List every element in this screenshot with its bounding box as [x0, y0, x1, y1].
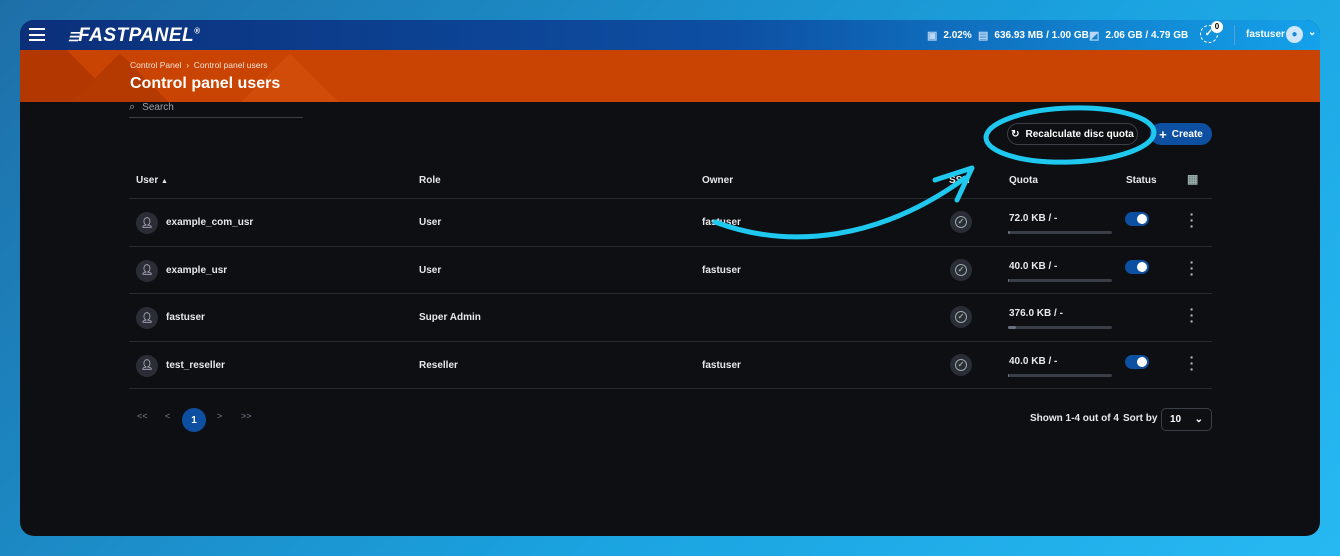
chevron-down-icon[interactable]: ⌄	[1308, 27, 1317, 38]
ssh-check-icon[interactable]: ✓	[950, 353, 972, 376]
next-page-button[interactable]: >	[217, 411, 223, 421]
avatar-icon[interactable]: ●	[1286, 26, 1303, 43]
quota-bar	[1008, 373, 1112, 377]
refresh-icon: ↻	[1011, 128, 1020, 140]
more-options-icon[interactable]: · · ·	[1189, 348, 1195, 377]
disk-stat: ◩ 2.06 GB / 4.79 GB	[1089, 29, 1188, 42]
user-avatar-icon: 👤︎	[136, 307, 158, 329]
sort-asc-icon: ▲	[161, 178, 168, 185]
recalculate-label: Recalculate disc quota	[1025, 128, 1134, 140]
column-owner: Owner	[702, 175, 734, 186]
quota-value: 40.0 KB / -	[1009, 355, 1058, 367]
user-avatar-icon: 👤︎	[136, 212, 158, 234]
columns-settings-icon[interactable]: ▦	[1187, 172, 1199, 186]
create-button[interactable]: + Create	[1150, 123, 1212, 145]
more-options-icon[interactable]: · · ·	[1189, 301, 1195, 329]
table-row: 👤︎ example_com_usr User fastuser ✓ 72.0 …	[129, 199, 1212, 247]
user-name[interactable]: example_usr	[166, 264, 228, 276]
more-options-icon[interactable]: · · ·	[1189, 253, 1195, 282]
user-name[interactable]: fastuser	[1246, 29, 1285, 40]
recalculate-quota-button[interactable]: ↻ Recalculate disc quota	[1007, 123, 1138, 145]
ram-value: 636.93 MB / 1.00 GB	[994, 30, 1089, 41]
status-toggle[interactable]	[1125, 354, 1149, 369]
user-role: User	[419, 217, 442, 228]
search-icon: ⌕	[129, 100, 136, 113]
column-status: Status	[1126, 175, 1157, 186]
column-quota: Quota	[1009, 175, 1038, 186]
quota-bar	[1008, 326, 1112, 329]
divider	[1234, 25, 1235, 45]
cpu-stat: ▣ 2.02%	[927, 29, 972, 42]
status-toggle[interactable]	[1125, 212, 1149, 226]
search-placeholder: Search	[142, 101, 174, 113]
ram-icon: ▤	[978, 30, 989, 42]
plus-icon: +	[1159, 126, 1167, 142]
tasks-badge: 0	[1211, 21, 1223, 33]
disk-value: 2.06 GB / 4.79 GB	[1105, 30, 1189, 41]
user-role: User	[419, 264, 442, 276]
column-role: Role	[419, 175, 441, 186]
user-role: Reseller	[419, 359, 458, 371]
search-input[interactable]: ⌕ Search	[129, 97, 303, 118]
column-ssh: SSH	[949, 175, 970, 186]
cpu-icon: ▣	[927, 30, 938, 42]
logo-text: FASTPANEL	[78, 25, 195, 46]
menu-icon[interactable]	[29, 28, 45, 41]
breadcrumb-current: Control panel users	[193, 60, 268, 70]
user-role: Super Admin	[419, 312, 481, 323]
page-title: Control panel users	[130, 75, 281, 92]
breadcrumb-home[interactable]: Control Panel	[130, 60, 182, 70]
tasks-icon[interactable]: ✓	[1200, 25, 1218, 43]
user-owner: fastuser	[702, 217, 741, 228]
header-divider	[129, 198, 1212, 199]
user-avatar-icon: 👤︎	[136, 354, 158, 377]
ssh-check-icon[interactable]: ✓	[950, 258, 972, 281]
table-row: 👤︎ fastuser Super Admin ✓ 376.0 KB / - ·…	[129, 294, 1212, 342]
status-toggle[interactable]	[1125, 259, 1149, 274]
chevron-down-icon: ⌄	[1194, 414, 1203, 425]
page-header: Control Panel › Control panel users Cont…	[20, 50, 1320, 102]
quota-bar	[1008, 278, 1112, 282]
last-page-button[interactable]: >>	[241, 411, 252, 421]
create-label: Create	[1171, 128, 1203, 140]
user-name[interactable]: test_reseller	[166, 359, 225, 371]
quota-value: 376.0 KB / -	[1009, 308, 1063, 319]
prev-page-button[interactable]: <	[165, 411, 171, 421]
ssh-check-icon[interactable]: ✓	[950, 211, 972, 233]
breadcrumb: Control Panel › Control panel users	[130, 60, 268, 70]
app-window: ☰ FASTPANEL® ▣ 2.02% ▤ 636.93 MB / 1.00 GB…	[20, 20, 1320, 536]
quota-value: 72.0 KB / -	[1009, 213, 1058, 224]
column-user[interactable]: User ▲	[136, 175, 168, 186]
user-owner: fastuser	[702, 359, 741, 371]
table-row: 👤︎ test_reseller Reseller fastuser ✓ 40.…	[129, 342, 1212, 389]
page-size-value: 10	[1170, 414, 1182, 425]
first-page-button[interactable]: <<	[137, 411, 148, 421]
quota-value: 40.0 KB / -	[1009, 260, 1058, 272]
more-options-icon[interactable]: · · ·	[1189, 206, 1195, 234]
cpu-value: 2.02%	[943, 30, 972, 41]
top-bar: ☰ FASTPANEL® ▣ 2.02% ▤ 636.93 MB / 1.00 GB…	[20, 20, 1320, 50]
user-name[interactable]: example_com_usr	[166, 217, 254, 228]
user-name[interactable]: fastuser	[166, 312, 205, 323]
page-size-select[interactable]: 10 ⌄	[1161, 408, 1212, 431]
user-avatar-icon: 👤︎	[136, 259, 158, 282]
user-owner: fastuser	[702, 264, 741, 276]
ram-stat: ▤ 636.93 MB / 1.00 GB	[978, 29, 1089, 42]
ssh-check-icon[interactable]: ✓	[950, 306, 972, 328]
shown-count: Shown 1-4 out of 4	[1030, 413, 1119, 424]
disk-icon: ◩	[1089, 30, 1100, 42]
table-row: 👤︎ example_usr User fastuser ✓ 40.0 KB /…	[129, 247, 1212, 294]
quota-bar	[1008, 231, 1112, 234]
sort-label: Sort by	[1123, 413, 1158, 424]
page-1-button[interactable]: 1	[182, 408, 206, 432]
logo[interactable]: ☰ FASTPANEL®	[68, 25, 201, 46]
